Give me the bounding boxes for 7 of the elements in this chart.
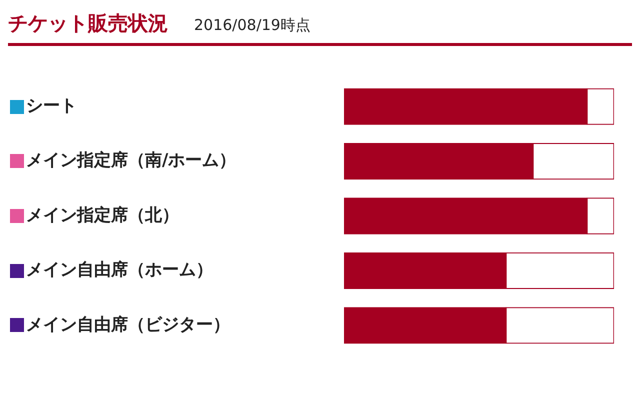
- text: チケット販売状況: [8, 10, 168, 37]
- chart-subtitle: 2016/08/19時点: [194, 16, 310, 35]
- y-tick-label: シート: [26, 96, 77, 116]
- y-tick-label: メイン自由席（ホーム）: [26, 260, 213, 280]
- y-tick-label: メイン指定席（南/ホーム）: [26, 150, 236, 171]
- y-tick-label: メイン自由席（ビジター）: [26, 314, 230, 335]
- y-tick-label: メイン指定席（北）: [26, 205, 179, 226]
